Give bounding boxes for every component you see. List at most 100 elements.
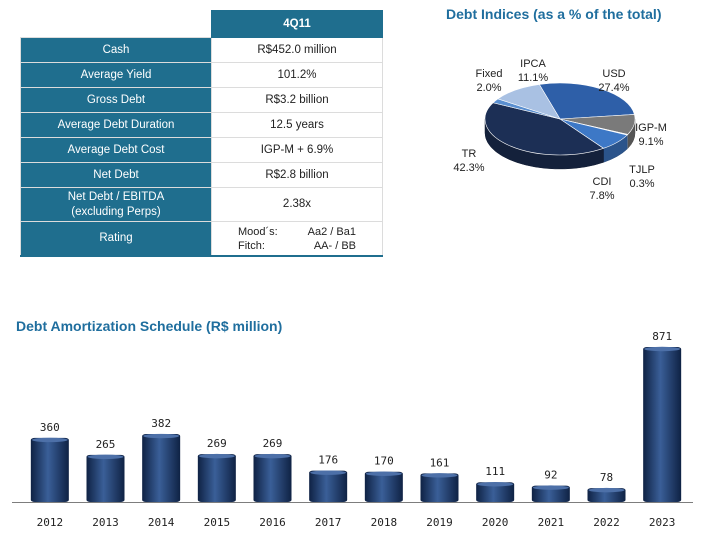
bar-2023: [643, 347, 682, 502]
bar-value-label: 170: [374, 455, 394, 468]
pie-chart-title: Debt Indices (as a % of the total): [446, 6, 662, 22]
bar-value-label: 176: [318, 454, 338, 467]
bar-2016: [253, 454, 292, 502]
pie-label-cdi: CDI: [593, 176, 612, 188]
row-label-line1: Net Debt / EBITDA: [67, 190, 165, 203]
row-label: Average Debt Duration: [20, 112, 212, 138]
column-header-4q11: 4Q11: [211, 10, 383, 38]
x-tick-label: 2021: [538, 516, 565, 529]
pie-value-tr: 42.3%: [453, 162, 484, 174]
bar-cap-2020: [477, 482, 514, 487]
moodys-value: Aa2 / Ba1: [307, 225, 356, 238]
bar-value-label: 269: [263, 437, 283, 450]
pie-value-ipca: 11.1%: [518, 72, 549, 84]
rating-label: Rating: [20, 221, 212, 257]
x-tick-label: 2018: [371, 516, 398, 529]
bar-cap-2018: [365, 471, 402, 476]
row-value: IGP-M + 6.9%: [211, 137, 383, 163]
bar-value-label: 92: [544, 469, 557, 482]
table-row: Average Debt Cost IGP-M + 6.9%: [20, 137, 383, 163]
row-label: Net Debt / EBITDA (excluding Perps): [20, 187, 212, 222]
moodys-label: Mood´s:: [238, 225, 278, 238]
pie-label-fixed: Fixed: [476, 68, 503, 80]
row-label: Average Yield: [20, 62, 212, 88]
pie-label-ipca: IPCA: [520, 58, 546, 70]
bar-cap-2021: [532, 485, 569, 490]
bar-2017: [309, 470, 348, 502]
bar-value-label: 265: [96, 438, 116, 451]
row-label: Cash: [20, 37, 212, 63]
bar-cap-2014: [143, 433, 180, 439]
bar-value-label: 382: [151, 417, 171, 430]
pie-value-fixed: 2.0%: [476, 82, 501, 94]
pie-slice-tr: [484, 102, 605, 156]
table-header-row: 4Q11: [20, 10, 383, 38]
pie-label-igp-m: IGP-M: [635, 122, 667, 134]
fitch-label: Fitch:: [238, 239, 265, 252]
bar-2012: [30, 437, 69, 502]
row-label: Net Debt: [20, 162, 212, 188]
rating-values: Mood´s: Aa2 / Ba1 Fitch: AA- / BB: [211, 221, 383, 257]
x-tick-label: 2014: [148, 516, 175, 529]
pie-slice-usd: [538, 82, 635, 120]
x-tick-label: 2019: [426, 516, 453, 529]
bar-cap-2016: [254, 453, 291, 459]
bar-cap-2012: [31, 437, 68, 443]
row-label: Average Debt Cost: [20, 137, 212, 163]
bar-2019: [420, 473, 459, 502]
table-row: Average Yield 101.2%: [20, 62, 383, 88]
x-tick-label: 2020: [482, 516, 509, 529]
pie-label-tr: TR: [462, 148, 477, 160]
bar-value-label: 871: [652, 330, 672, 343]
bar-cap-2019: [421, 473, 458, 478]
blank-corner: [20, 10, 212, 38]
bar-chart-title: Debt Amortization Schedule (R$ million): [16, 318, 283, 334]
bar-2013: [86, 454, 125, 502]
row-value: 101.2%: [211, 62, 383, 88]
row-value: 2.38x: [211, 187, 383, 222]
row-label-line2: (excluding Perps): [71, 205, 161, 218]
bar-value-label: 78: [600, 471, 613, 484]
bar-cap-2013: [87, 454, 124, 460]
x-tick-label: 2015: [204, 516, 231, 529]
pie-value-cdi: 7.8%: [589, 190, 614, 202]
row-value: R$452.0 million: [211, 37, 383, 63]
table-row: Net Debt R$2.8 billion: [20, 162, 383, 188]
pie-label-tjlp: TJLP: [629, 164, 655, 176]
bar-cap-2022: [588, 487, 625, 493]
x-tick-label: 2012: [37, 516, 64, 529]
row-value: R$3.2 billion: [211, 87, 383, 113]
bar-2018: [364, 471, 403, 502]
x-tick-label: 2022: [593, 516, 620, 529]
pie-slice-ipca: [497, 84, 561, 120]
x-tick-label: 2013: [92, 516, 119, 529]
bar-value-label: 360: [40, 421, 60, 434]
table-row: Net Debt / EBITDA (excluding Perps) 2.38…: [20, 187, 383, 222]
bar-cap-2017: [310, 470, 347, 475]
debt-summary-table: 4Q11 Cash R$452.0 million Average Yield …: [20, 10, 383, 257]
pie-chart: USD 27.4% IGP-M 9.1% TJLP 0.3% CDI 7.8% TR 42.3% F…: [453, 58, 666, 202]
fitch-value: AA- / BB: [313, 239, 356, 252]
bar-2020: [476, 482, 515, 502]
x-tick-label: 2016: [259, 516, 286, 529]
bar-2015: [197, 454, 236, 502]
pie-value-tjlp: 0.3%: [629, 178, 654, 190]
table-row: Average Debt Duration 12.5 years: [20, 112, 383, 138]
bar-value-label: 111: [485, 465, 505, 478]
bar-value-label: 161: [430, 456, 450, 469]
table-row: Gross Debt R$3.2 billion: [20, 87, 383, 113]
bar-cap-2015: [198, 453, 235, 459]
x-tick-label: 2023: [649, 516, 676, 529]
pie-label-usd: USD: [602, 68, 625, 80]
bar-value-label: 269: [207, 437, 227, 450]
row-label: Gross Debt: [20, 87, 212, 113]
table-row-rating: Rating Mood´s: Aa2 / Ba1 Fitch: AA- / BB: [20, 221, 383, 257]
row-value: 12.5 years: [211, 112, 383, 138]
bar-cap-2023: [644, 346, 681, 352]
bar-chart: 360 2012 265 2013 382 2014 269 2015 269 2016 176 20…: [12, 330, 693, 529]
table-row: Cash R$452.0 million: [20, 37, 383, 63]
bar-2014: [142, 434, 181, 502]
pie-value-igp-m: 9.1%: [638, 136, 663, 148]
pie-value-usd: 27.4%: [598, 82, 629, 94]
